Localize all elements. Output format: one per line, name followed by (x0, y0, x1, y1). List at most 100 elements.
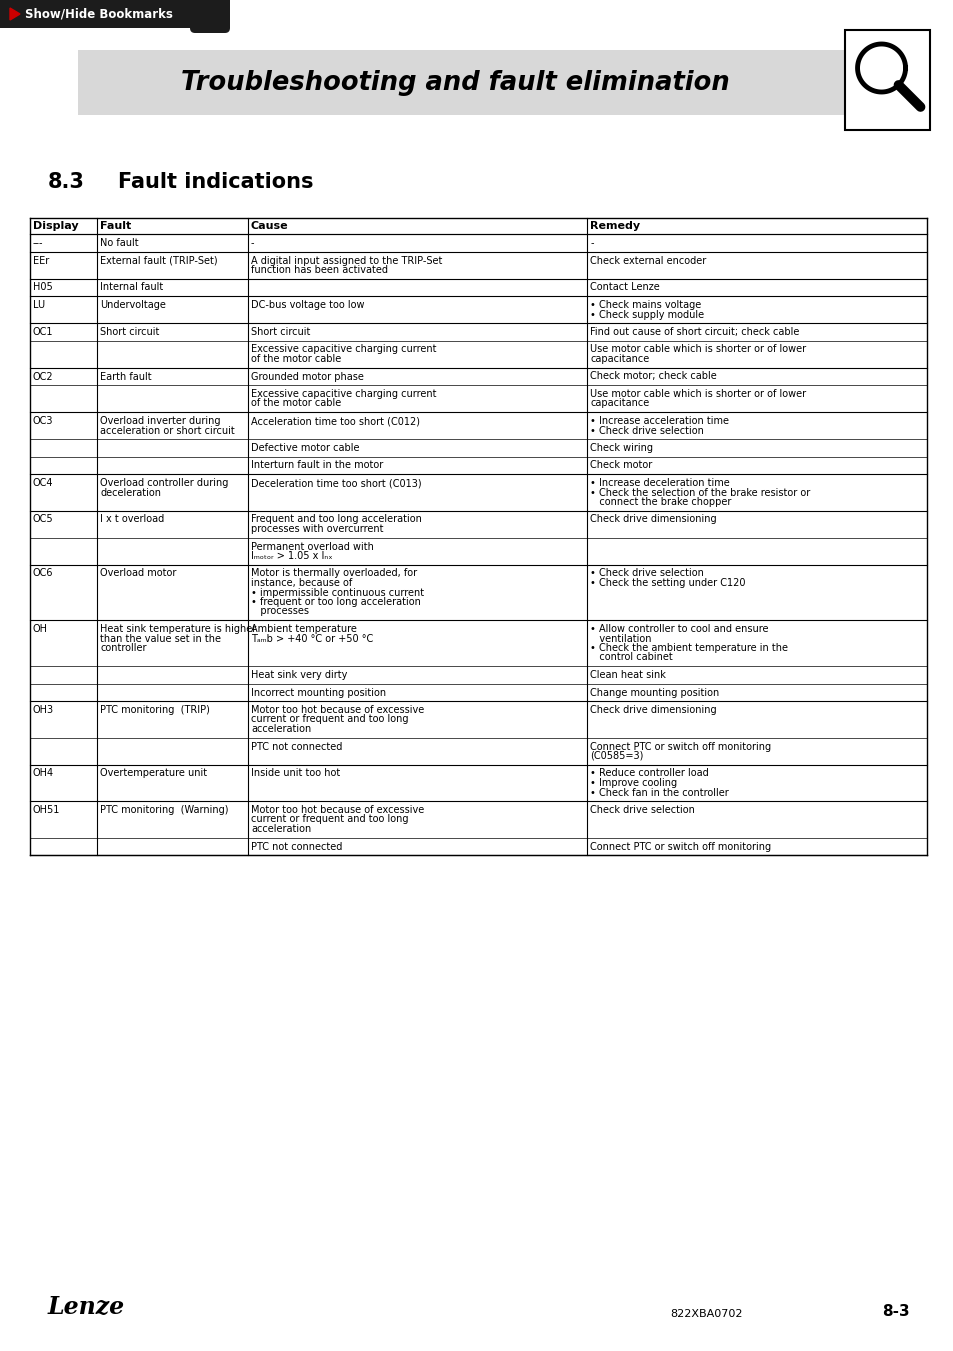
Text: ---: --- (33, 238, 44, 249)
Text: • Check the selection of the brake resistor or: • Check the selection of the brake resis… (589, 488, 809, 497)
Text: Iₘₒₜₒᵣ > 1.05 x Iₙₓ: Iₘₒₜₒᵣ > 1.05 x Iₙₓ (251, 551, 333, 561)
Text: OC2: OC2 (33, 372, 53, 381)
Text: capacitance: capacitance (589, 399, 649, 408)
Text: -: - (589, 238, 593, 249)
Text: • Increase deceleration time: • Increase deceleration time (589, 478, 729, 488)
Text: Excessive capacitive charging current: Excessive capacitive charging current (251, 389, 436, 399)
Text: Cause: Cause (251, 222, 289, 231)
Text: -: - (251, 238, 254, 249)
Text: deceleration: deceleration (100, 488, 161, 497)
Text: OC1: OC1 (33, 327, 53, 336)
Text: Permanent overload with: Permanent overload with (251, 542, 374, 551)
Text: of the motor cable: of the motor cable (251, 354, 341, 363)
Text: Use motor cable which is shorter or of lower: Use motor cable which is shorter or of l… (589, 345, 805, 354)
Text: Grounded motor phase: Grounded motor phase (251, 372, 363, 381)
Text: Inside unit too hot: Inside unit too hot (251, 769, 340, 778)
Text: Motor too hot because of excessive: Motor too hot because of excessive (251, 705, 424, 715)
Text: (C0585=3): (C0585=3) (589, 751, 642, 761)
Text: of the motor cable: of the motor cable (251, 399, 341, 408)
Text: Heat sink temperature is higher: Heat sink temperature is higher (100, 624, 256, 634)
Text: OC4: OC4 (33, 478, 53, 488)
Text: Heat sink very dirty: Heat sink very dirty (251, 670, 347, 680)
Text: • Check drive selection: • Check drive selection (589, 569, 703, 578)
Text: 822XBA0702: 822XBA0702 (669, 1309, 741, 1319)
Text: control cabinet: control cabinet (589, 653, 672, 662)
Text: Overload inverter during: Overload inverter during (100, 416, 220, 426)
Text: Defective motor cable: Defective motor cable (251, 443, 359, 453)
Text: Fault indications: Fault indications (118, 172, 314, 192)
Text: Use motor cable which is shorter or of lower: Use motor cable which is shorter or of l… (589, 389, 805, 399)
Text: Short circuit: Short circuit (100, 327, 159, 336)
Text: LU: LU (33, 300, 45, 309)
Text: Show/Hide Bookmarks: Show/Hide Bookmarks (25, 8, 172, 20)
FancyBboxPatch shape (190, 0, 230, 32)
Text: processes: processes (251, 607, 309, 616)
Text: controller: controller (100, 643, 147, 653)
Text: OH4: OH4 (33, 769, 54, 778)
Text: Check motor: Check motor (589, 461, 652, 470)
Text: Check external encoder: Check external encoder (589, 255, 705, 266)
Text: Incorrect mounting position: Incorrect mounting position (251, 688, 386, 697)
Text: H05: H05 (33, 282, 52, 293)
Text: PTC monitoring  (TRIP): PTC monitoring (TRIP) (100, 705, 210, 715)
Text: OH3: OH3 (33, 705, 54, 715)
Text: acceleration: acceleration (251, 724, 311, 734)
Text: 8-3: 8-3 (882, 1304, 909, 1319)
Text: Overload motor: Overload motor (100, 569, 176, 578)
Bar (78, 50, 852, 115)
Text: Check motor; check cable: Check motor; check cable (589, 372, 716, 381)
Text: Undervoltage: Undervoltage (100, 300, 166, 309)
Text: Display: Display (33, 222, 78, 231)
Text: current or frequent and too long: current or frequent and too long (251, 715, 408, 724)
Text: Troubleshooting and fault elimination: Troubleshooting and fault elimination (180, 69, 729, 96)
Text: function has been activated: function has been activated (251, 265, 388, 276)
Text: Internal fault: Internal fault (100, 282, 163, 293)
Text: capacitance: capacitance (589, 354, 649, 363)
Text: • Reduce controller load: • Reduce controller load (589, 769, 708, 778)
Text: • impermissible continuous current: • impermissible continuous current (251, 588, 424, 597)
Text: • Check mains voltage: • Check mains voltage (589, 300, 700, 309)
Text: I x t overload: I x t overload (100, 515, 164, 524)
Text: Clean heat sink: Clean heat sink (589, 670, 665, 680)
Text: Fault: Fault (100, 222, 132, 231)
Text: DC-bus voltage too low: DC-bus voltage too low (251, 300, 364, 309)
Text: ventilation: ventilation (589, 634, 651, 643)
Text: OC6: OC6 (33, 569, 53, 578)
Text: OC5: OC5 (33, 515, 53, 524)
Text: Earth fault: Earth fault (100, 372, 152, 381)
Text: No fault: No fault (100, 238, 139, 249)
Text: Overload controller during: Overload controller during (100, 478, 229, 488)
Text: Check drive dimensioning: Check drive dimensioning (589, 515, 716, 524)
Text: Connect PTC or switch off monitoring: Connect PTC or switch off monitoring (589, 842, 770, 851)
Text: Tₐₘb > +40 °C or +50 °C: Tₐₘb > +40 °C or +50 °C (251, 634, 373, 643)
Text: Motor is thermally overloaded, for: Motor is thermally overloaded, for (251, 569, 416, 578)
Text: instance, because of: instance, because of (251, 578, 352, 588)
Text: EEr: EEr (33, 255, 50, 266)
Bar (30, 218, 926, 234)
Text: Excessive capacitive charging current: Excessive capacitive charging current (251, 345, 436, 354)
Text: processes with overcurrent: processes with overcurrent (251, 524, 383, 534)
Text: OH: OH (33, 624, 48, 634)
Text: OC3: OC3 (33, 416, 53, 426)
Text: • Check the ambient temperature in the: • Check the ambient temperature in the (589, 643, 787, 653)
Text: • Allow controller to cool and ensure: • Allow controller to cool and ensure (589, 624, 768, 634)
Text: • frequent or too long acceleration: • frequent or too long acceleration (251, 597, 420, 607)
Text: Remedy: Remedy (589, 222, 639, 231)
Text: • Increase acceleration time: • Increase acceleration time (589, 416, 728, 426)
Text: Ambient temperature: Ambient temperature (251, 624, 356, 634)
Bar (0, 0, 214, 28)
Text: Check drive dimensioning: Check drive dimensioning (589, 705, 716, 715)
Polygon shape (10, 8, 20, 20)
Text: 8.3: 8.3 (48, 172, 85, 192)
Text: Deceleration time too short (C013): Deceleration time too short (C013) (251, 478, 421, 488)
Text: Motor too hot because of excessive: Motor too hot because of excessive (251, 805, 424, 815)
Text: • Improve cooling: • Improve cooling (589, 778, 677, 788)
Text: PTC not connected: PTC not connected (251, 842, 342, 851)
Text: PTC not connected: PTC not connected (251, 742, 342, 751)
Text: Frequent and too long acceleration: Frequent and too long acceleration (251, 515, 421, 524)
Bar (844, 30, 929, 130)
Text: Change mounting position: Change mounting position (589, 688, 719, 697)
Text: acceleration or short circuit: acceleration or short circuit (100, 426, 234, 435)
Text: Check wiring: Check wiring (589, 443, 653, 453)
Text: than the value set in the: than the value set in the (100, 634, 221, 643)
